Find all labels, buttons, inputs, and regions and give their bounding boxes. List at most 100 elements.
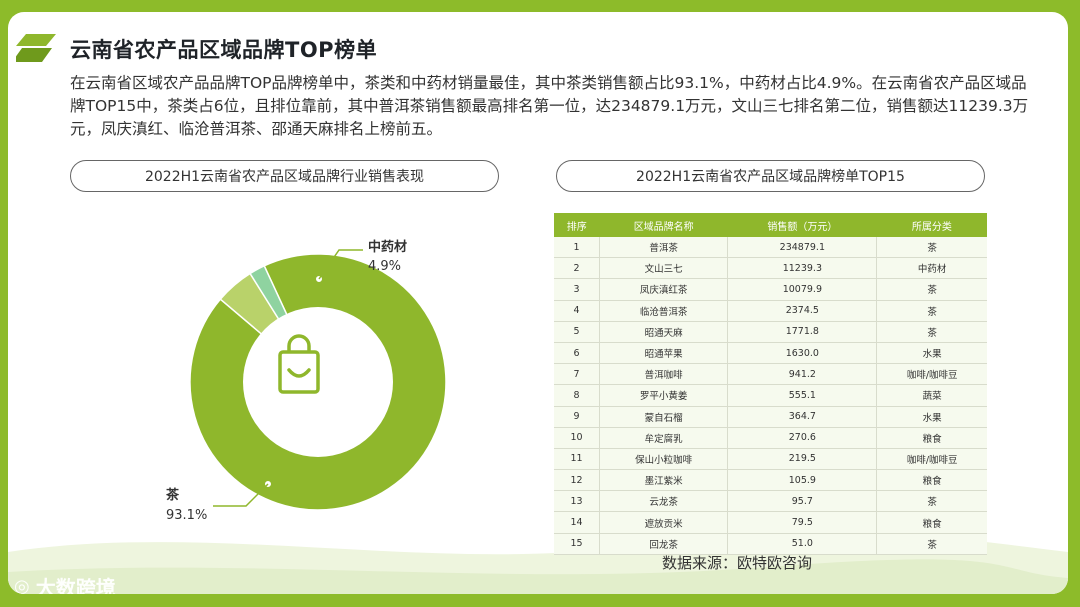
table-cell: 10079.9 [727, 278, 878, 301]
table-cell: 2 [554, 257, 600, 280]
table-cell: 51.0 [727, 533, 878, 555]
table-cell: 14 [554, 511, 600, 534]
table-cell: 555.1 [727, 384, 878, 407]
table-header-cell: 区域品牌名称 [599, 213, 728, 237]
watermark: ◎ 大数跨境 [14, 572, 116, 594]
table-row: 12 墨江紫米 105.9 粮食 [554, 469, 987, 492]
table-row: 1 普洱茶 234879.1 茶 [554, 237, 987, 259]
table-cell: 普洱茶 [599, 237, 729, 259]
donut-label-main-name: 茶 [166, 487, 180, 503]
table-row: 3 凤庆滇红茶 10079.9 茶 [554, 278, 987, 301]
donut-leader-main [213, 479, 273, 507]
table-cell: 茶 [876, 321, 987, 343]
table-row: 15 回龙茶 51.0 茶 [554, 533, 987, 555]
data-source: 数据来源：欧特欧咨询 [662, 554, 813, 572]
donut-chart-title-text: 2022H1云南省农产品区域品牌行业销售表现 [144, 169, 425, 185]
donut-chart-title: 2022H1云南省农产品区域品牌行业销售表现 [70, 160, 499, 192]
table-cell: 昭通天麻 [599, 321, 729, 343]
table-cell: 7 [554, 363, 600, 386]
table-cell: 茶 [876, 237, 987, 259]
table-cell: 回龙茶 [599, 533, 729, 555]
table-cell: 罗平小黄姜 [599, 384, 729, 407]
shopping-bag-icon [278, 334, 320, 394]
table-cell: 3 [554, 278, 600, 301]
table-cell: 茶 [876, 278, 987, 301]
table-cell: 270.6 [727, 427, 878, 449]
table-cell: 粮食 [876, 511, 987, 534]
table-row: 5 昭通天麻 1771.8 茶 [554, 321, 987, 343]
table-cell: 5 [554, 321, 600, 343]
table-cell: 10 [554, 427, 600, 449]
table-cell: 水果 [876, 406, 987, 428]
table-cell: 保山小粒咖啡 [599, 448, 729, 471]
table-row: 11 保山小粒咖啡 219.5 咖啡/咖啡豆 [554, 448, 987, 471]
table-row: 8 罗平小黄姜 555.1 蔬菜 [554, 384, 987, 407]
table-cell: 墨江紫米 [599, 469, 729, 492]
table-row: 7 普洱咖啡 941.2 咖啡/咖啡豆 [554, 363, 987, 386]
table-cell: 粮食 [876, 427, 987, 449]
table-cell: 凤庆滇红茶 [599, 278, 729, 301]
table-cell: 1 [554, 237, 600, 259]
donut-leader-minor [314, 249, 363, 284]
table-cell: 1771.8 [727, 321, 878, 343]
table-cell: 临沧普洱茶 [599, 300, 729, 322]
table-row: 14 遮放贡米 79.5 粮食 [554, 511, 987, 534]
donut-label-minor-value: 4.9% [368, 259, 401, 274]
table-cell: 牟定腐乳 [599, 427, 729, 449]
table-cell: 粮食 [876, 469, 987, 492]
title-accent-icon [16, 34, 56, 62]
page-description: 在云南省区域农产品品牌TOP品牌榜单中，茶类和中药材销量最佳，其中茶类销售额占比… [70, 74, 1029, 138]
table-cell: 234879.1 [727, 237, 878, 259]
table-cell: 1630.0 [727, 342, 878, 365]
table-cell: 364.7 [727, 406, 878, 428]
table-header-cell: 排序 [554, 213, 600, 237]
ranking-table: 排序 区域品牌名称 销售额（万元） 所属分类 1 普洱茶 234879.1 茶 2 文山三七 11… [554, 213, 987, 555]
table-cell: 79.5 [727, 511, 878, 534]
table-cell: 中药材 [876, 257, 987, 280]
table-cell: 11 [554, 448, 600, 471]
table-title-text: 2022H1云南省农产品区域品牌榜单TOP15 [636, 169, 905, 185]
table-header-cell: 所属分类 [876, 213, 987, 237]
table-cell: 普洱咖啡 [599, 363, 729, 386]
table-row: 6 昭通苹果 1630.0 水果 [554, 342, 987, 365]
table-cell: 文山三七 [599, 257, 729, 280]
table-cell: 蔬菜 [876, 384, 987, 407]
logo-icon: ◎ [14, 576, 30, 594]
table-cell: 6 [554, 342, 600, 365]
table-cell: 遮放贡米 [599, 511, 729, 534]
donut-chart: 中药材 4.9% 茶 93.1% [166, 239, 447, 523]
table-cell: 13 [554, 490, 600, 513]
table-cell: 2374.5 [727, 300, 878, 322]
page-title: 云南省农产品区域品牌TOP榜单 [70, 38, 378, 62]
table-row: 13 云龙茶 95.7 茶 [554, 490, 987, 513]
table-cell: 4 [554, 300, 600, 322]
donut-label-main-value: 93.1% [166, 508, 207, 523]
watermark-text: 大数跨境 [35, 576, 116, 594]
table-cell: 11239.3 [727, 257, 878, 280]
table-cell: 茶 [876, 533, 987, 555]
table-cell: 茶 [876, 490, 987, 513]
table-cell: 105.9 [727, 469, 878, 492]
table-cell: 9 [554, 406, 600, 428]
table-cell: 云龙茶 [599, 490, 729, 513]
table-cell: 水果 [876, 342, 987, 365]
table-cell: 8 [554, 384, 600, 407]
table-cell: 蒙自石榴 [599, 406, 729, 428]
table-row: 2 文山三七 11239.3 中药材 [554, 257, 987, 280]
table-cell: 茶 [876, 300, 987, 322]
table-cell: 昭通苹果 [599, 342, 729, 365]
table-cell: 941.2 [727, 363, 878, 386]
table-row: 9 蒙自石榴 364.7 水果 [554, 406, 987, 428]
table-row: 10 牟定腐乳 270.6 粮食 [554, 427, 987, 449]
table-row: 4 临沧普洱茶 2374.5 茶 [554, 300, 987, 322]
table-cell: 咖啡/咖啡豆 [876, 448, 987, 471]
table-title: 2022H1云南省农产品区域品牌榜单TOP15 [556, 160, 985, 192]
table-cell: 219.5 [727, 448, 878, 471]
table-cell: 咖啡/咖啡豆 [876, 363, 987, 386]
table-header-cell: 销售额（万元） [727, 213, 877, 237]
donut-label-minor-name: 中药材 [368, 239, 407, 255]
table-cell: 12 [554, 469, 600, 492]
table-cell: 15 [554, 533, 600, 555]
slide-card: 云南省农产品区域品牌TOP榜单 在云南省区域农产品品牌TOP品牌榜单中，茶类和中… [8, 12, 1068, 594]
table-cell: 95.7 [727, 490, 878, 513]
